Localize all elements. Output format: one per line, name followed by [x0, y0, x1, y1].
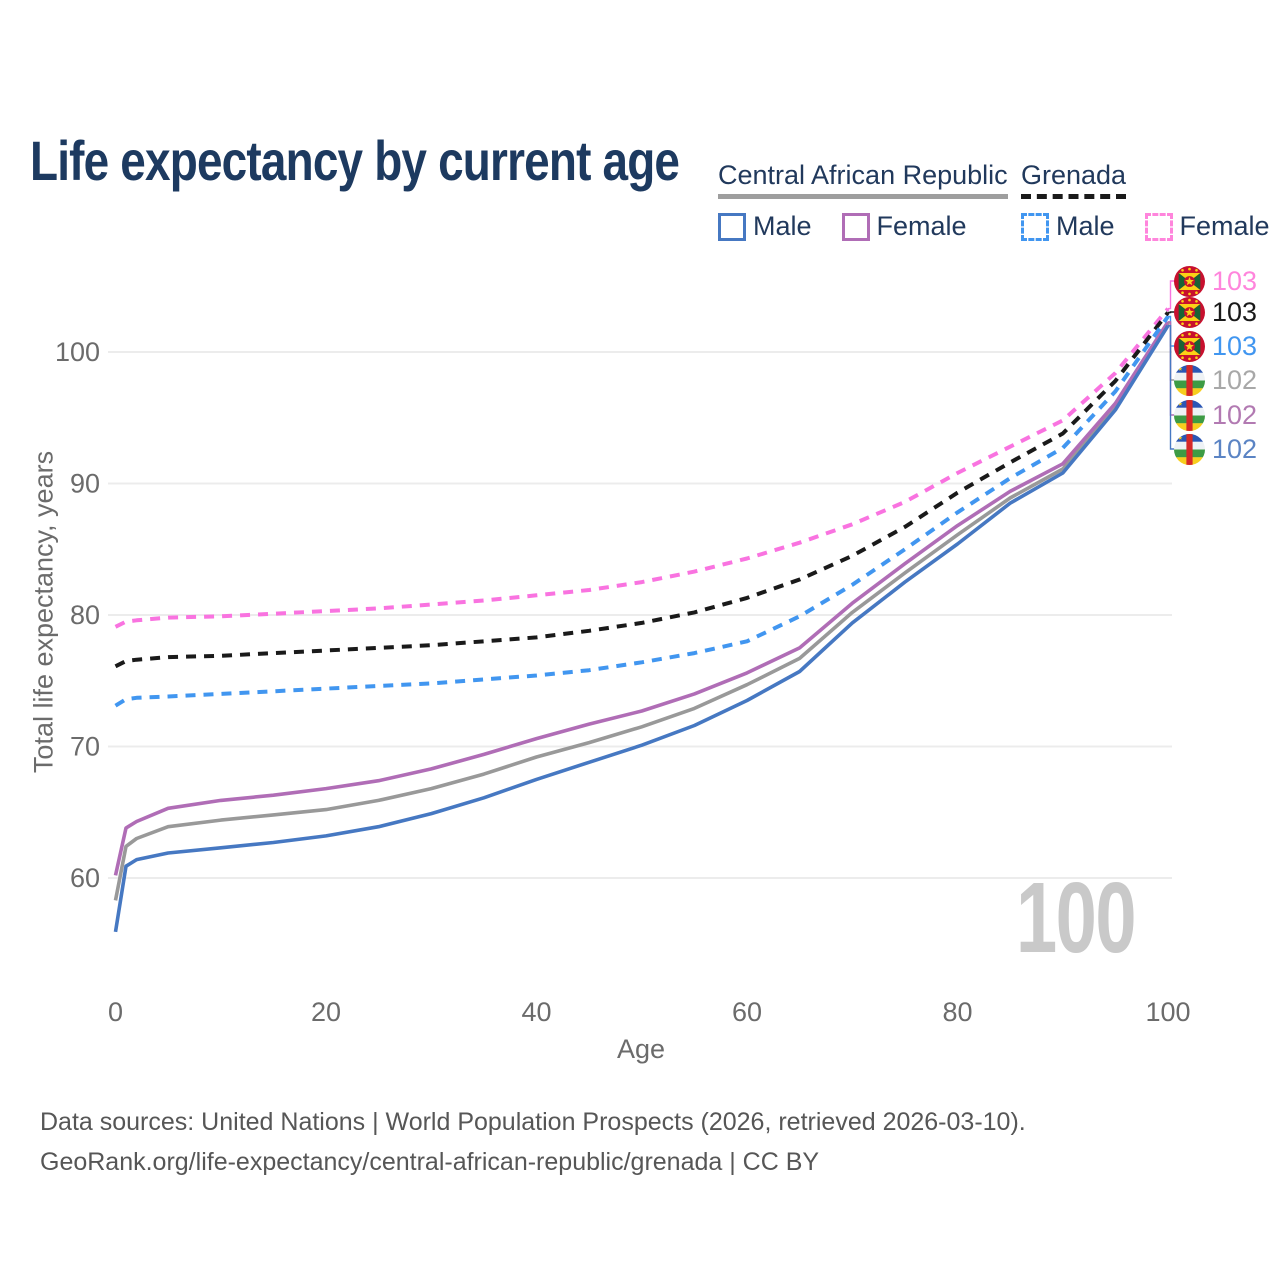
car-female-swatch-icon — [841, 212, 870, 241]
end-label-row-car-male: 102 — [1174, 432, 1257, 466]
attribution-text: GeoRank.org/life-expectancy/central-afri… — [40, 1148, 820, 1176]
y-tick-70: 70 — [70, 732, 100, 762]
car-flag-icon — [1174, 433, 1205, 465]
leader-line-car-male — [1168, 325, 1176, 450]
x-tick-80: 80 — [942, 997, 972, 1027]
end-label-row-grenada-male: 103 — [1174, 329, 1257, 363]
page-title: Life expectancy by current age — [30, 128, 680, 192]
end-label-value-grenada-female: 103 — [1212, 265, 1258, 296]
end-label-row-grenada-total: 103 — [1174, 295, 1257, 329]
legend-label-female: Female — [1179, 211, 1270, 241]
series-line-grenada-female[interactable] — [114, 307, 1170, 629]
leader-line-grenada-total — [1168, 311, 1176, 314]
y-tick-100: 100 — [55, 337, 100, 367]
x-tick-0: 0 — [108, 997, 123, 1027]
end-label-value-grenada-total: 103 — [1212, 296, 1258, 327]
y-tick-60: 60 — [70, 863, 100, 893]
x-axis-title: Age — [616, 1034, 666, 1064]
legend-group-central-african-republic: Central African Republic Male Female — [718, 160, 1008, 242]
age-watermark: 100 — [1016, 862, 1137, 974]
car-flag-icon — [1174, 364, 1205, 396]
series-line-car-female[interactable] — [113, 320, 1170, 876]
y-tick-80: 80 — [70, 600, 100, 630]
legend-item-grenada-female[interactable]: Female — [1144, 211, 1270, 242]
series-line-grenada-male[interactable] — [114, 315, 1170, 708]
legend-item-grenada-male[interactable]: Male — [1021, 211, 1115, 242]
end-label-value-grenada-male: 103 — [1212, 330, 1258, 361]
legend-item-car-female[interactable]: Female — [841, 211, 967, 242]
legend-group-grenada: Grenada Male Female — [1021, 160, 1270, 242]
leader-line-grenada-female — [1168, 280, 1176, 310]
series-line-car-total[interactable] — [113, 322, 1170, 901]
end-label-row-grenada-female: 103 — [1174, 264, 1257, 298]
legend-label-male: Male — [753, 211, 812, 241]
x-tick-100: 100 — [1145, 997, 1190, 1027]
car-male-swatch-icon — [718, 212, 746, 241]
grenada-flag-icon — [1174, 296, 1205, 328]
legend-row: Male Female — [1021, 211, 1270, 242]
series-line-grenada-total[interactable] — [114, 311, 1170, 669]
end-label-value-car-male: 102 — [1212, 433, 1258, 464]
legend-row: Male Female — [718, 211, 1008, 242]
y-axis-title: Total life expectancy, years — [28, 450, 59, 774]
grenada-flag-icon — [1174, 330, 1205, 362]
data-sources-text: Data sources: United Nations | World Pop… — [40, 1108, 1026, 1136]
x-tick-60: 60 — [732, 997, 762, 1027]
y-tick-90: 90 — [70, 469, 100, 499]
car-flag-icon — [1174, 399, 1205, 431]
grenada-flag-icon — [1174, 265, 1205, 297]
grenada-female-swatch-icon — [1144, 212, 1173, 241]
x-tick-40: 40 — [521, 997, 551, 1027]
legend-item-car-male[interactable]: Male — [718, 211, 812, 242]
series-line-car-male[interactable] — [113, 324, 1170, 933]
legend-label-male: Male — [1056, 211, 1115, 241]
end-label-row-car-total: 102 — [1174, 363, 1257, 397]
end-label-value-car-female: 102 — [1212, 399, 1258, 430]
legend-header-central-african-republic: Central African Republic — [718, 160, 1008, 199]
x-tick-20: 20 — [311, 997, 341, 1027]
end-label-value-car-total: 102 — [1212, 364, 1258, 395]
end-label-row-car-female: 102 — [1174, 398, 1257, 432]
legend-header-grenada: Grenada — [1021, 160, 1127, 199]
legend-label-female: Female — [876, 211, 967, 241]
grenada-male-swatch-icon — [1021, 212, 1049, 241]
